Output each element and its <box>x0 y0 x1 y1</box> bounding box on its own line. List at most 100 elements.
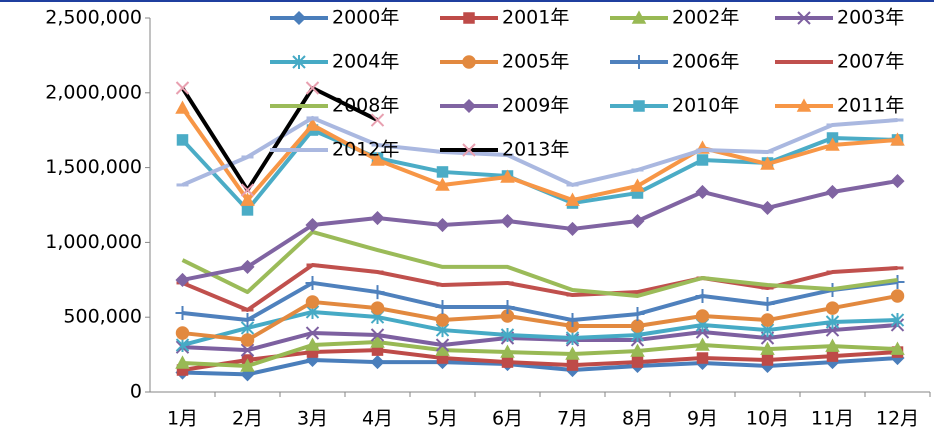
marker <box>500 328 515 343</box>
marker <box>501 356 514 368</box>
marker <box>565 313 580 328</box>
marker <box>305 81 320 95</box>
marker <box>435 300 450 315</box>
marker <box>825 184 840 200</box>
marker <box>176 134 189 146</box>
marker <box>435 342 450 356</box>
marker <box>565 346 580 360</box>
x-tick-label: 5月 <box>427 408 458 430</box>
marker <box>370 152 385 166</box>
marker <box>825 314 840 329</box>
marker <box>305 295 320 309</box>
legend-label: 2008年 <box>332 95 399 117</box>
series-line <box>180 106 898 203</box>
series-line <box>182 293 898 342</box>
y-tick-label: 2,000,000 <box>45 81 142 103</box>
marker <box>435 217 450 233</box>
series <box>175 334 905 372</box>
marker <box>370 301 385 315</box>
marker <box>695 309 710 323</box>
marker <box>436 166 449 178</box>
legend-label: 2011年 <box>837 95 904 117</box>
marker <box>760 313 775 327</box>
marker <box>463 12 475 24</box>
marker <box>566 359 579 371</box>
marker <box>796 98 812 112</box>
marker <box>240 183 255 197</box>
marker <box>890 174 905 189</box>
marker <box>797 11 811 25</box>
x-tick-label: 2月 <box>232 408 263 430</box>
series <box>176 115 904 187</box>
marker <box>240 192 255 206</box>
marker <box>761 354 774 366</box>
marker <box>500 344 515 358</box>
series-line <box>181 229 898 298</box>
y-tick-label: 1,500,000 <box>45 156 142 178</box>
legend-label: 2009年 <box>502 95 569 117</box>
series <box>181 229 898 298</box>
y-tick-label: 0 <box>130 381 142 403</box>
legend-label: 2012年 <box>332 139 399 161</box>
marker <box>631 10 647 24</box>
marker <box>630 343 645 357</box>
marker <box>241 204 254 216</box>
marker <box>760 341 775 355</box>
marker <box>630 213 645 229</box>
x-tick-label: 11月 <box>811 408 854 430</box>
series-line <box>182 348 898 372</box>
marker <box>760 297 775 312</box>
marker <box>175 100 190 114</box>
series-line <box>182 280 898 323</box>
y-tick-label: 500,000 <box>63 306 142 328</box>
marker <box>890 132 905 146</box>
marker <box>240 313 255 328</box>
legend-label: 2010年 <box>672 95 739 117</box>
marker <box>240 333 255 347</box>
marker <box>565 221 580 236</box>
marker <box>305 337 320 351</box>
marker <box>696 154 709 166</box>
series <box>175 81 385 197</box>
marker <box>175 272 190 288</box>
x-tick-label: 1月 <box>167 408 198 430</box>
marker <box>695 288 710 303</box>
x-tick-label: 9月 <box>687 408 718 430</box>
marker <box>565 330 580 345</box>
y-tick-label: 1,000,000 <box>45 231 142 253</box>
marker <box>240 358 255 372</box>
marker <box>631 356 644 368</box>
marker <box>370 328 385 342</box>
marker <box>630 319 645 333</box>
series-line <box>181 115 898 187</box>
marker <box>305 117 320 131</box>
marker <box>825 301 840 315</box>
marker <box>633 100 645 112</box>
legend-label: 2013年 <box>502 139 569 161</box>
x-tick-label: 6月 <box>492 408 523 430</box>
marker <box>826 350 839 362</box>
marker <box>435 177 450 191</box>
marker <box>890 313 905 328</box>
legend-label: 2004年 <box>332 51 399 73</box>
series-line <box>182 179 898 282</box>
marker <box>825 137 840 151</box>
marker <box>695 337 710 351</box>
x-tick-label: 10月 <box>746 408 789 430</box>
marker <box>462 55 476 69</box>
marker <box>305 326 320 340</box>
marker <box>696 352 709 364</box>
marker <box>630 307 645 322</box>
marker <box>175 326 190 340</box>
marker <box>500 213 515 229</box>
marker <box>370 334 385 348</box>
marker <box>305 217 320 233</box>
marker <box>240 259 255 274</box>
legend-label: 2002年 <box>672 7 739 29</box>
legend-label: 2001年 <box>502 7 569 29</box>
marker <box>630 178 645 192</box>
marker <box>695 184 710 200</box>
marker <box>175 81 190 95</box>
marker <box>825 338 840 352</box>
